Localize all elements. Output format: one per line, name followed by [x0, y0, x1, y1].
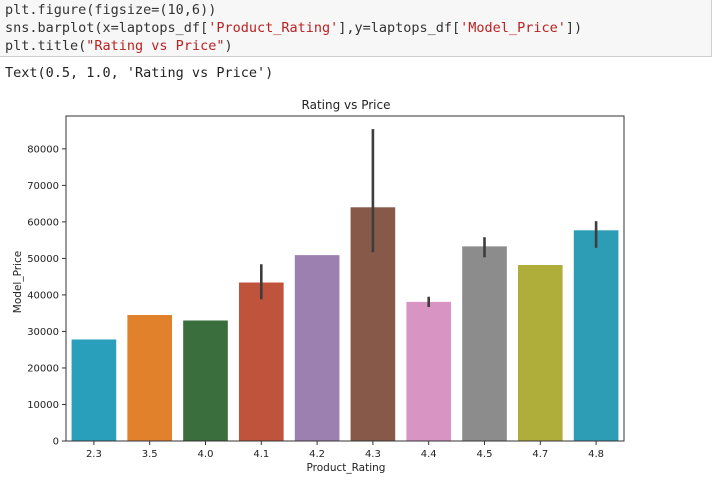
y-tick-label: 60000 [27, 217, 59, 228]
y-tick-label: 70000 [27, 181, 59, 192]
x-tick-label: 3.5 [142, 449, 158, 460]
y-tick-label: 20000 [27, 363, 59, 374]
y-axis-label: Model_Price [12, 251, 24, 313]
error-bars-layer [259, 129, 598, 307]
y-tick-label: 40000 [27, 290, 59, 301]
x-axis-label: Product_Rating [307, 462, 386, 474]
y-tick-label: 50000 [27, 254, 59, 265]
bar-4.8 [573, 230, 619, 441]
output-text: Text(0.5, 1.0, 'Rating vs Price') [5, 65, 274, 81]
x-axis: 2.3 3.5 4.0 4.1 4.2 4.3 4.4 4.5 4.7 4.8 [86, 441, 604, 460]
bar-4.0 [183, 320, 228, 441]
bar-3.5 [127, 315, 173, 441]
plot-frame [65, 115, 625, 442]
bar-4.4 [406, 301, 452, 441]
bars-layer [71, 207, 619, 441]
chart-title: Rating vs Price [302, 98, 391, 112]
x-tick-label: 2.3 [86, 449, 102, 460]
x-tick-label: 4.2 [309, 449, 325, 460]
x-tick-label: 4.3 [365, 449, 381, 460]
y-tick-label: 30000 [27, 327, 59, 338]
bar-4.1 [238, 282, 284, 441]
code-cell[interactable]: plt.figure(figsize=(10,6)) sns.barplot(x… [0, 0, 712, 57]
x-tick-label: 4.0 [198, 449, 214, 460]
x-tick-label: 4.1 [253, 449, 269, 460]
x-tick-label: 4.8 [588, 449, 604, 460]
code-line-3: plt.title("Rating vs Price") [5, 38, 233, 54]
y-tick-label: 80000 [27, 144, 59, 155]
bar-4.2 [294, 255, 340, 441]
x-tick-label: 4.4 [421, 449, 437, 460]
y-axis: 0 10000 20000 30000 40000 50000 60000 70000 8000… [27, 144, 66, 448]
bar-4.7 [517, 264, 563, 441]
bar-2.3 [71, 339, 117, 441]
bar-chart: Rating vs Price Product_Rating Model_Pri… [12, 98, 625, 474]
x-tick-label: 4.5 [477, 449, 493, 460]
chart-container: Rating vs Price Product_Rating Model_Pri… [0, 90, 712, 487]
code-line-2: sns.barplot(x=laptops_df['Product_Rating… [5, 20, 583, 36]
y-tick-label: 0 [53, 437, 59, 448]
bar-4.5 [462, 246, 507, 441]
code-line-1: plt.figure(figsize=(10,6)) [5, 2, 217, 18]
x-tick-label: 4.7 [532, 449, 548, 460]
y-tick-label: 10000 [27, 400, 59, 411]
